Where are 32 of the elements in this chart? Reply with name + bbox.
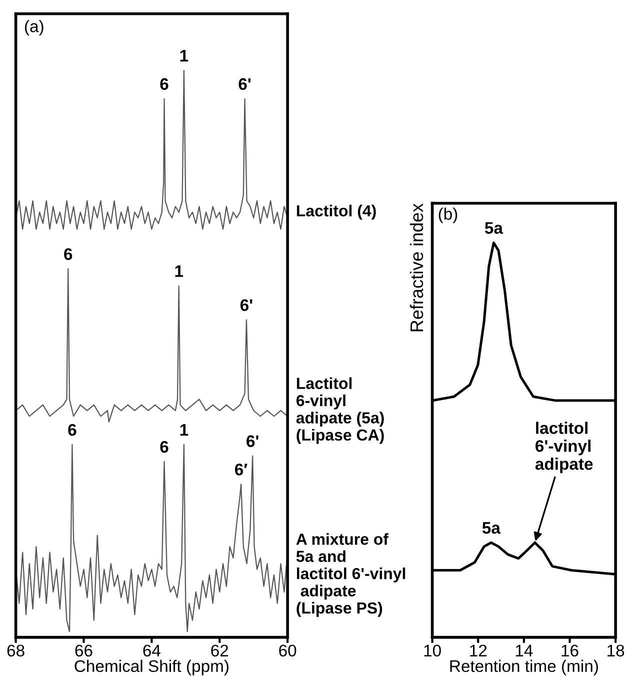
annotation: 1: [180, 50, 188, 62]
x-tick-label: 18: [608, 644, 624, 657]
chart-title: (a): [24, 20, 44, 36]
series-label: A mixture of 5a and lactitol 6'-vinyl adipate (Lipase PS): [296, 533, 406, 617]
x-tick-label: 10: [424, 644, 441, 657]
chart-title: (b): [438, 208, 458, 224]
x-tick-label: 68: [7, 644, 24, 657]
x-tick-label: 16: [562, 644, 578, 657]
annotation: 6: [64, 248, 72, 260]
annotation: 6′: [235, 464, 248, 476]
x-axis-title: Retention time (min): [450, 660, 598, 676]
x-tick-label: 14: [516, 644, 533, 656]
annotation: 6': [240, 299, 252, 312]
y-axis-title: Refractive index: [410, 203, 424, 332]
annotation: 5a: [482, 522, 501, 534]
x-tick-label: 12: [470, 644, 487, 656]
series-label: Lactitol (4): [296, 204, 376, 220]
x-tick-label: 62: [211, 644, 228, 657]
annotation: 6: [160, 78, 168, 90]
x-tick-label: 60: [279, 644, 296, 657]
annotation: 1: [175, 265, 184, 277]
annotation: 6: [68, 424, 76, 436]
x-tick-label: 64: [143, 644, 160, 657]
x-tick-label: 66: [75, 644, 92, 657]
annotation: 6': [246, 435, 258, 448]
annotation: 5a: [484, 222, 504, 234]
x-axis-title: Chemical Shift (ppm): [74, 660, 228, 676]
annotation: 6: [160, 440, 168, 453]
series-label: Lactitol 6-vinyl adipate (5a) (Lipase CA): [296, 377, 384, 444]
annotation: 6': [238, 78, 251, 90]
annotation: lactitol 6'-vinyl adipate: [535, 422, 593, 474]
annotation: 1: [180, 424, 188, 436]
